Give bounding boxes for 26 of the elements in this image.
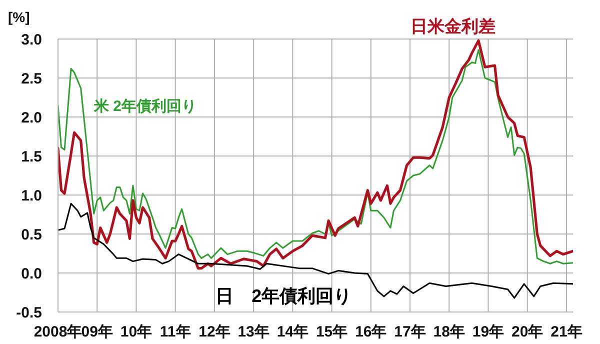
y-tick-label: 0.5: [21, 226, 42, 244]
series-label: 日米金利差: [410, 16, 496, 36]
x-tick-label: 10年: [120, 324, 152, 341]
x-tick-label: 20年: [512, 324, 544, 341]
x-tick-label: 16年: [355, 324, 387, 341]
y-tick-label: 2.0: [21, 109, 42, 126]
x-tick-label: 13年: [238, 324, 270, 341]
y-axis-title: [%]: [8, 9, 30, 25]
x-tick-label: 17年: [394, 324, 426, 341]
y-tick-label: 0.0: [21, 265, 42, 282]
series-label: 米 2年債利回り: [92, 98, 196, 115]
x-tick-label: 11年: [160, 324, 191, 341]
x-tick-label: 18年: [433, 324, 465, 341]
x-tick-label: 21年: [550, 324, 582, 341]
y-tick-label: 1.5: [21, 148, 42, 166]
x-tick-label: 19年: [472, 324, 504, 341]
x-tick-label: 15年: [316, 324, 348, 341]
y-tick-label: -0.5: [16, 304, 42, 322]
y-tick-label: 3.0: [21, 31, 42, 48]
y-tick-label: 1.0: [21, 187, 42, 204]
series-label: 日 2年債利回り: [216, 286, 352, 306]
x-tick-label: 14年: [276, 324, 309, 341]
x-tick-label: 12年: [198, 324, 230, 341]
y-tick-label: 2.5: [21, 70, 42, 88]
x-tick-label: 09年: [81, 324, 113, 341]
x-tick-label: 2008年: [34, 324, 82, 341]
